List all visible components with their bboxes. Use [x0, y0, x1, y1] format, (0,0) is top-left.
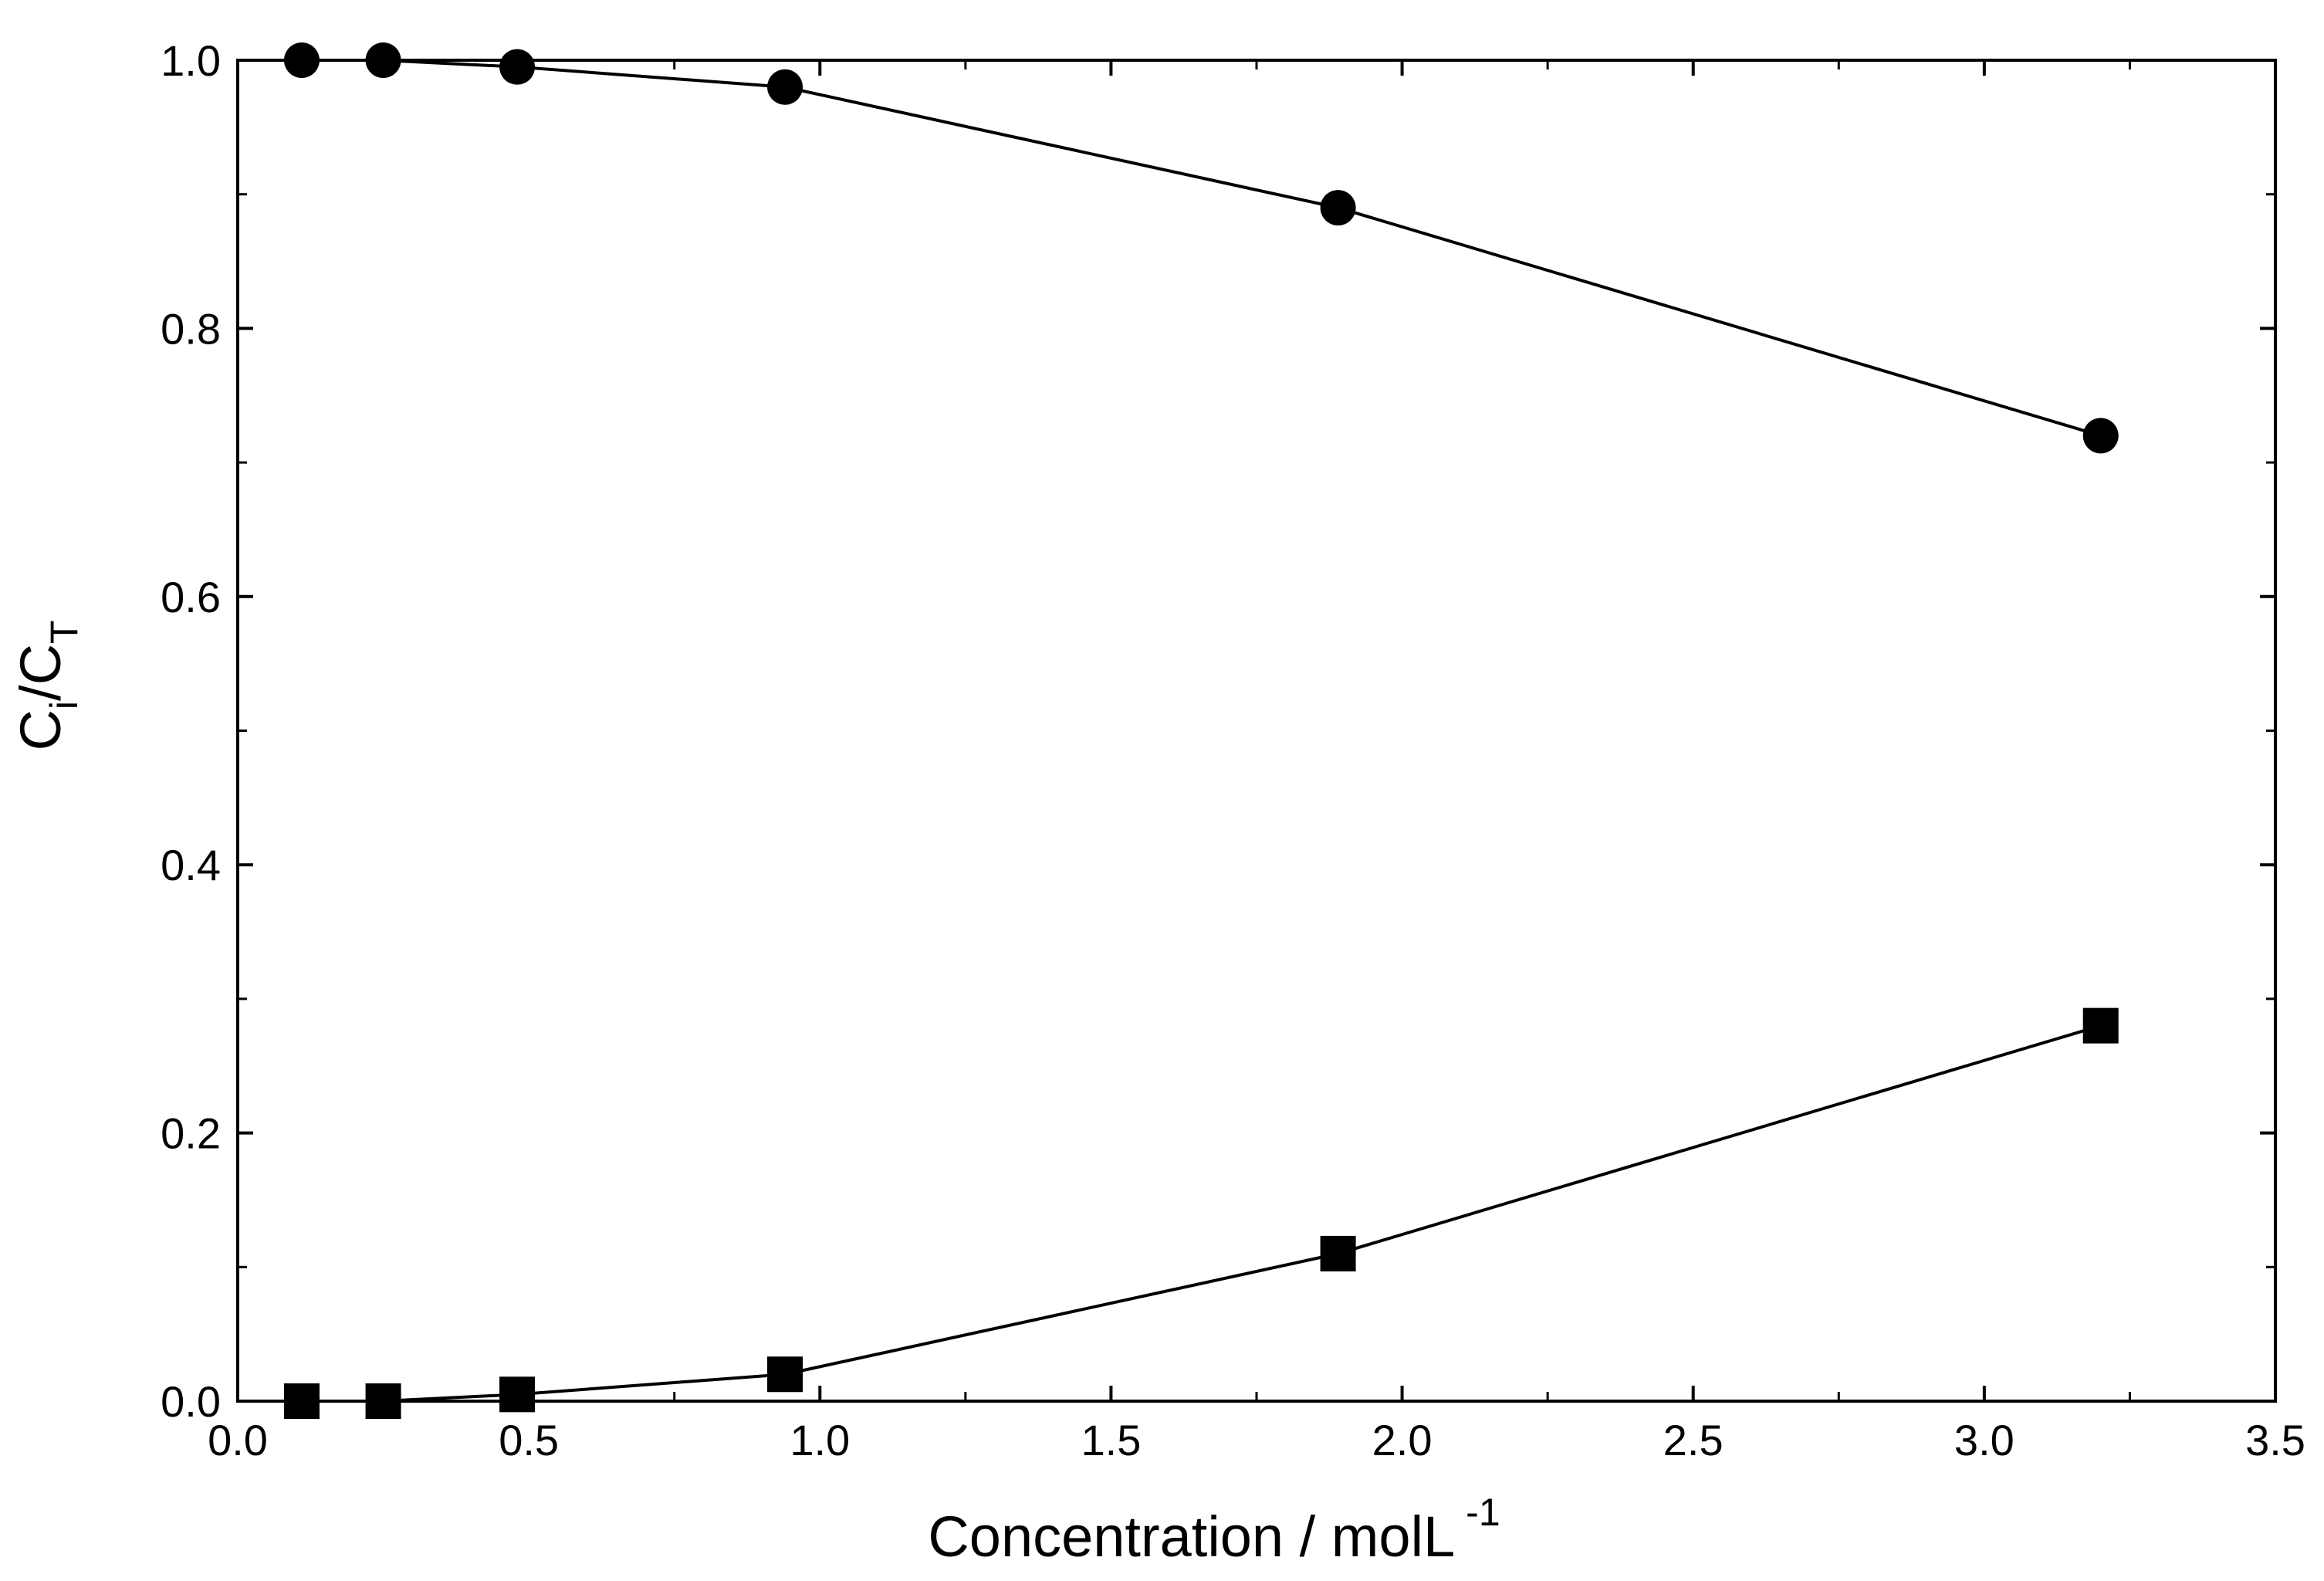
square-marker [2082, 1007, 2119, 1044]
circle-marker [1320, 190, 1356, 226]
y-axis-title: Ci/CT [8, 620, 86, 750]
square-marker [1320, 1235, 1356, 1271]
y-tick-label: 1.0 [161, 36, 221, 85]
circle-marker [499, 49, 536, 85]
x-axis-title: Concentration / molL -1 [928, 1491, 1500, 1569]
y-tick-label: 0.2 [161, 1109, 221, 1158]
y-tick-label: 0.0 [161, 1377, 221, 1426]
y-tick-label: 0.6 [161, 573, 221, 621]
series-line-circles [301, 59, 2102, 438]
x-tick-label: 3.0 [1954, 1416, 2014, 1464]
y-minor-ticks [238, 193, 2275, 1268]
series-lines [301, 59, 2102, 1403]
y-major-ticks [238, 59, 2275, 1403]
x-minor-ticks [382, 60, 2131, 1401]
square-marker [499, 1376, 536, 1413]
x-tick-label: 2.5 [1663, 1416, 1724, 1464]
series-line-squares [301, 1024, 2102, 1403]
x-major-ticks [236, 60, 2277, 1401]
circle-marker [767, 69, 803, 105]
plot-frame [236, 59, 2277, 1403]
x-tick-label: 0.0 [208, 1416, 268, 1464]
square-marker [767, 1356, 803, 1393]
x-tick-label: 2.0 [1372, 1416, 1433, 1464]
x-tick-label: 1.5 [1081, 1416, 1141, 1464]
x-tick-label: 0.5 [499, 1416, 559, 1464]
x-tick-label: 3.5 [2245, 1416, 2305, 1464]
circle-marker [2082, 418, 2119, 454]
y-tick-label: 0.8 [161, 304, 221, 353]
y-tick-labels: 0.0 0.2 0.4 0.6 0.8 1.0 [161, 36, 221, 1426]
x-tick-labels: 0.0 0.5 1.0 1.5 2.0 2.5 3.0 3.5 [208, 1416, 2305, 1464]
x-tick-label: 1.0 [790, 1416, 850, 1464]
y-tick-label: 0.4 [161, 841, 221, 889]
series-markers [283, 42, 2119, 1419]
